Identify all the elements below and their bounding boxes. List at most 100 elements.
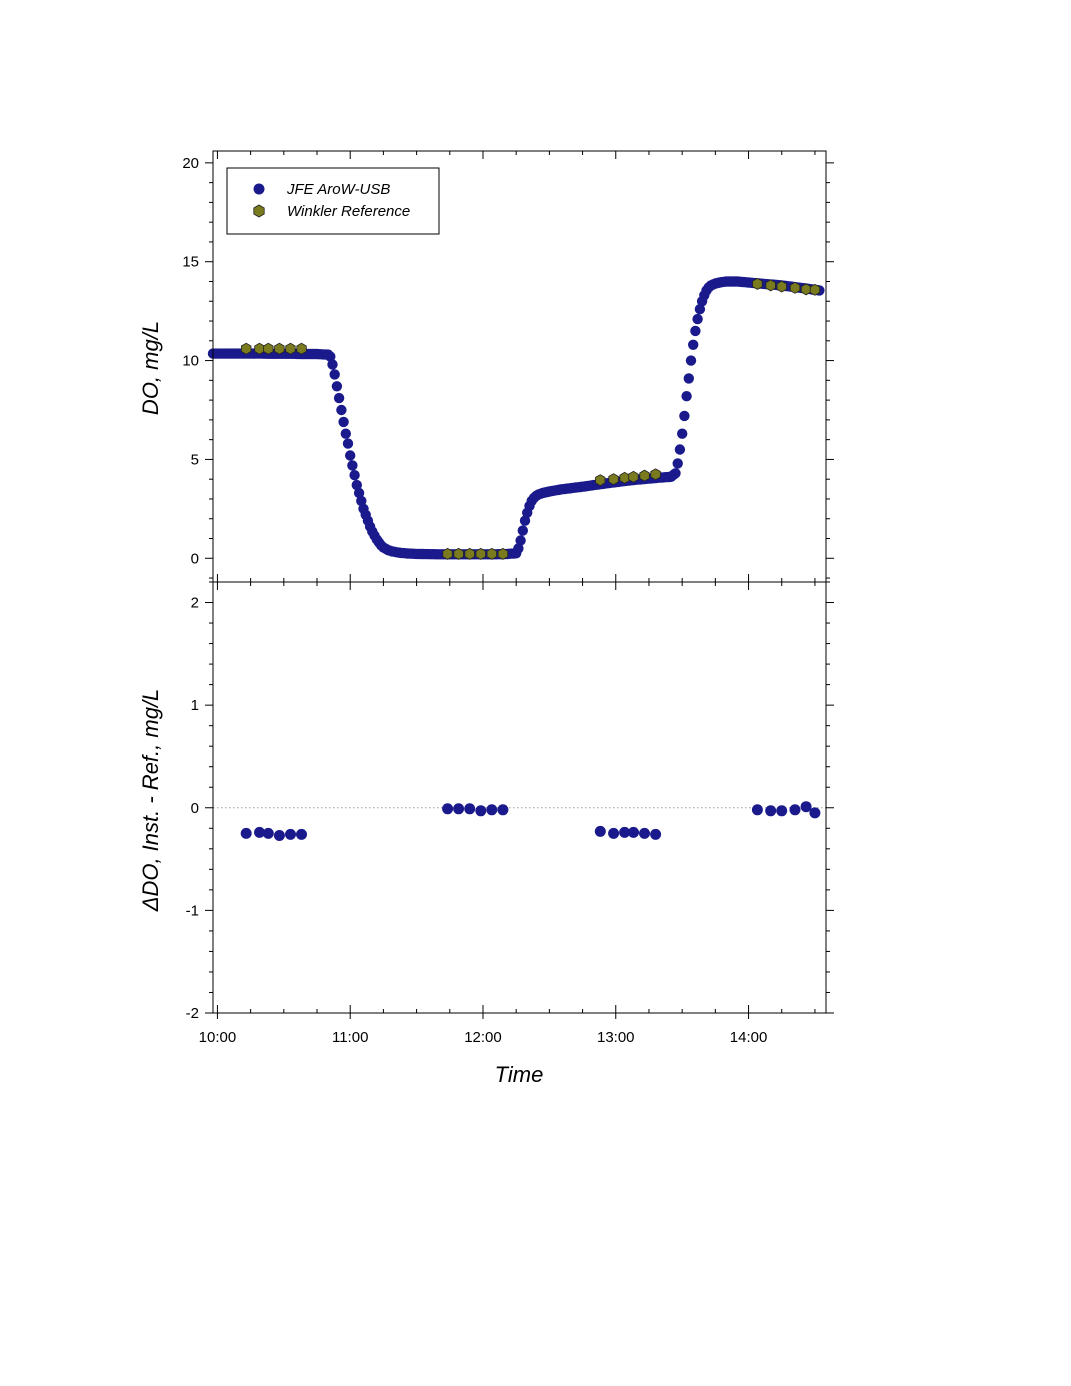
y-tick-label: -2 bbox=[186, 1005, 199, 1022]
top-panel: 0 5 10 15 20 DO, mg/L JFE AroW-USB Winkler R… bbox=[138, 150, 834, 583]
point-difference bbox=[751, 804, 763, 816]
point-difference bbox=[650, 828, 662, 840]
point-jfe-arow-usb bbox=[517, 525, 528, 536]
bottom-y-axis-title: ΔDO, Inst. - Ref., mg/L bbox=[138, 689, 163, 913]
point-jfe-arow-usb bbox=[340, 428, 351, 439]
point-difference bbox=[464, 803, 476, 815]
point-winkler-reference bbox=[263, 342, 274, 355]
point-winkler-reference bbox=[475, 547, 486, 560]
point-jfe-arow-usb bbox=[353, 487, 365, 499]
point-jfe-arow-usb bbox=[519, 515, 531, 526]
point-winkler-reference bbox=[639, 469, 650, 482]
point-jfe-arow-usb bbox=[338, 416, 349, 428]
point-winkler-reference bbox=[486, 547, 498, 560]
point-jfe-arow-usb bbox=[672, 458, 683, 469]
point-winkler-reference bbox=[752, 277, 763, 290]
legend-box bbox=[226, 167, 440, 235]
point-jfe-arow-usb bbox=[690, 325, 701, 337]
bottom-panel: -2 -1 0 1 2 10:00 11:00 12:00 13:00 14:00 ΔDO, In… bbox=[138, 581, 834, 1087]
point-winkler-reference bbox=[776, 280, 787, 293]
top-ticks: 0 5 10 15 20 bbox=[182, 151, 834, 582]
point-difference bbox=[240, 827, 252, 839]
point-difference bbox=[497, 804, 509, 816]
point-winkler-reference bbox=[765, 279, 776, 292]
point-jfe-arow-usb bbox=[692, 313, 703, 325]
y-tick-label: 10 bbox=[182, 353, 199, 370]
legend-label-winkler: Winkler Reference bbox=[287, 203, 410, 220]
bottom-data-marks bbox=[213, 801, 826, 841]
y-tick-label: 20 bbox=[182, 155, 199, 172]
point-jfe-arow-usb bbox=[513, 543, 524, 554]
y-tick-label: 15 bbox=[182, 254, 199, 271]
point-jfe-arow-usb bbox=[325, 351, 336, 362]
point-jfe-arow-usb bbox=[336, 404, 347, 416]
point-winkler-reference bbox=[809, 283, 821, 296]
x-axis-title: Time bbox=[495, 1062, 544, 1087]
point-difference bbox=[639, 827, 650, 839]
y-tick-label: 1 bbox=[191, 697, 199, 714]
y-tick-label: 0 bbox=[191, 550, 199, 567]
point-winkler-reference bbox=[789, 281, 801, 294]
point-winkler-reference bbox=[595, 474, 606, 487]
legend-marker-winkler bbox=[253, 204, 265, 218]
point-winkler-reference bbox=[608, 473, 619, 486]
y-tick-label: -1 bbox=[186, 902, 199, 919]
point-winkler-reference bbox=[628, 470, 639, 483]
point-winkler-reference bbox=[274, 342, 285, 355]
y-tick-label: 2 bbox=[191, 595, 199, 612]
point-jfe-arow-usb bbox=[694, 304, 706, 315]
point-difference bbox=[486, 804, 498, 816]
legend-marker-jfe bbox=[253, 183, 265, 195]
point-jfe-arow-usb bbox=[679, 410, 690, 422]
point-difference bbox=[594, 825, 606, 837]
point-jfe-arow-usb bbox=[333, 392, 345, 404]
point-difference bbox=[800, 801, 812, 813]
point-jfe-arow-usb bbox=[347, 460, 358, 471]
point-jfe-arow-usb bbox=[331, 381, 343, 392]
point-winkler-reference bbox=[453, 547, 464, 560]
x-tick-label: 12:00 bbox=[464, 1029, 502, 1046]
point-jfe-arow-usb bbox=[349, 470, 360, 481]
point-winkler-reference bbox=[464, 547, 475, 560]
legend-label-jfe: JFE AroW-USB bbox=[286, 181, 390, 198]
x-tick-label: 11:00 bbox=[332, 1029, 368, 1046]
point-jfe-arow-usb bbox=[685, 355, 697, 366]
bottom-ticks: -2 -1 0 1 2 10:00 11:00 12:00 13:00 14:00 bbox=[186, 581, 834, 1046]
point-difference bbox=[296, 828, 307, 840]
x-tick-label: 14:00 bbox=[730, 1029, 768, 1046]
point-difference bbox=[453, 803, 465, 815]
point-difference bbox=[776, 805, 788, 817]
point-winkler-reference bbox=[442, 547, 453, 560]
top-data-marks bbox=[207, 276, 825, 560]
point-difference bbox=[262, 827, 274, 839]
point-jfe-arow-usb bbox=[688, 339, 699, 350]
y-tick-label: 0 bbox=[191, 800, 199, 817]
point-jfe-arow-usb bbox=[670, 468, 681, 479]
point-difference bbox=[765, 805, 777, 817]
point-jfe-arow-usb bbox=[356, 495, 367, 507]
point-jfe-arow-usb bbox=[329, 369, 340, 380]
x-tick-label: 13:00 bbox=[597, 1029, 635, 1046]
point-jfe-arow-usb bbox=[677, 428, 688, 439]
point-difference bbox=[442, 803, 454, 815]
point-jfe-arow-usb bbox=[342, 438, 354, 449]
top-y-axis-title: DO, mg/L bbox=[138, 321, 163, 415]
point-winkler-reference bbox=[619, 471, 630, 484]
y-tick-label: 5 bbox=[191, 451, 199, 468]
x-tick-label: 10:00 bbox=[199, 1029, 237, 1046]
point-winkler-reference bbox=[650, 468, 661, 481]
point-difference bbox=[475, 805, 487, 817]
point-jfe-arow-usb bbox=[674, 444, 686, 455]
point-difference bbox=[619, 826, 631, 838]
point-winkler-reference bbox=[240, 342, 252, 355]
point-winkler-reference bbox=[497, 547, 509, 560]
point-jfe-arow-usb bbox=[681, 391, 692, 402]
point-winkler-reference bbox=[285, 342, 296, 355]
point-difference bbox=[273, 830, 285, 841]
point-jfe-arow-usb bbox=[351, 479, 362, 491]
point-difference bbox=[608, 827, 620, 839]
point-jfe-arow-usb bbox=[683, 373, 694, 384]
point-difference bbox=[628, 826, 639, 838]
